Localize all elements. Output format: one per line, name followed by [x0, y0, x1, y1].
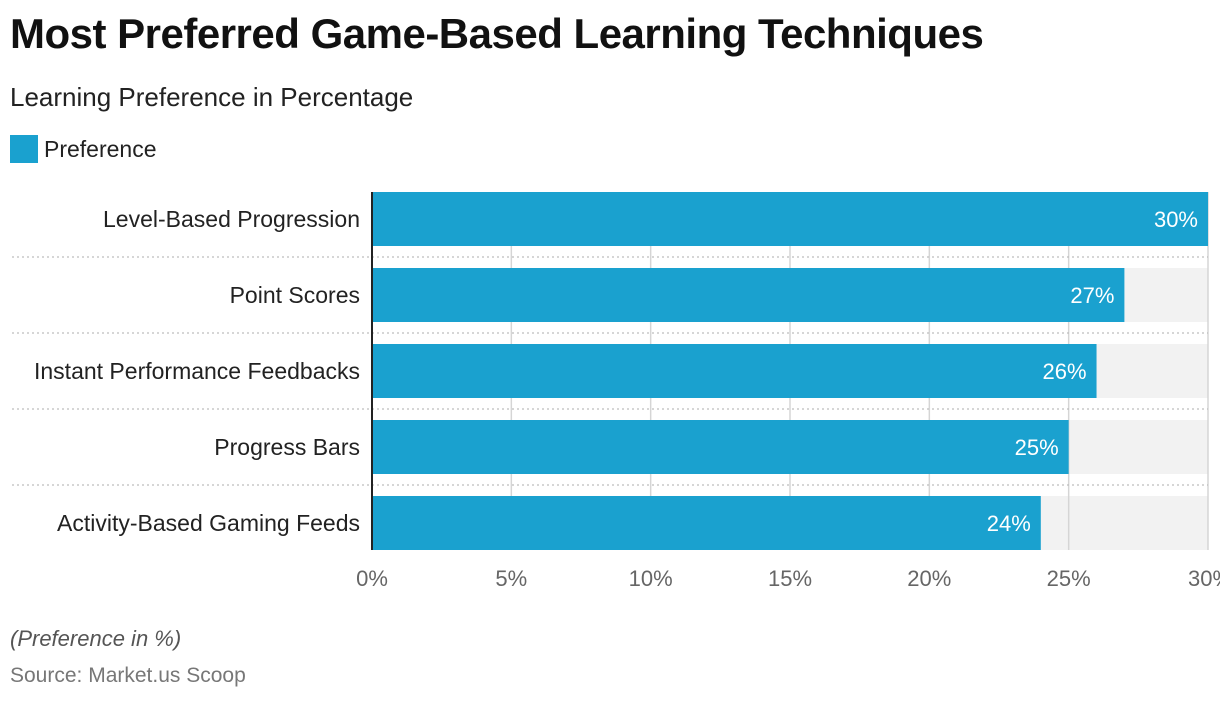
chart-subtitle: Learning Preference in Percentage	[10, 82, 414, 112]
x-tick-label: 30%	[1188, 566, 1220, 591]
bar	[372, 192, 1208, 246]
category-label: Progress Bars	[214, 434, 360, 460]
bar	[372, 420, 1069, 474]
category-label: Point Scores	[230, 282, 360, 308]
x-tick-label: 5%	[495, 566, 527, 591]
category-label: Level-Based Progression	[103, 206, 360, 232]
data-label: 25%	[1015, 435, 1059, 460]
x-tick-label: 10%	[629, 566, 673, 591]
data-label: 26%	[1042, 359, 1086, 384]
data-label: 27%	[1070, 283, 1114, 308]
x-tick-label: 20%	[907, 566, 951, 591]
category-label: Activity-Based Gaming Feeds	[57, 510, 360, 536]
unit-note: (Preference in %)	[10, 626, 182, 651]
bar	[372, 344, 1097, 398]
x-tick-label: 25%	[1047, 566, 1091, 591]
data-label: 24%	[987, 511, 1031, 536]
bar	[372, 496, 1041, 550]
data-label: 30%	[1154, 207, 1198, 232]
category-label: Instant Performance Feedbacks	[34, 358, 360, 384]
x-tick-label: 15%	[768, 566, 812, 591]
x-tick-label: 0%	[356, 566, 388, 591]
legend: Preference	[10, 135, 157, 163]
bar	[372, 268, 1125, 322]
legend-swatch	[10, 135, 38, 163]
source-credit: Source: Market.us Scoop	[10, 664, 246, 687]
chart-title: Most Preferred Game-Based Learning Techn…	[10, 10, 984, 57]
legend-label: Preference	[44, 135, 157, 162]
